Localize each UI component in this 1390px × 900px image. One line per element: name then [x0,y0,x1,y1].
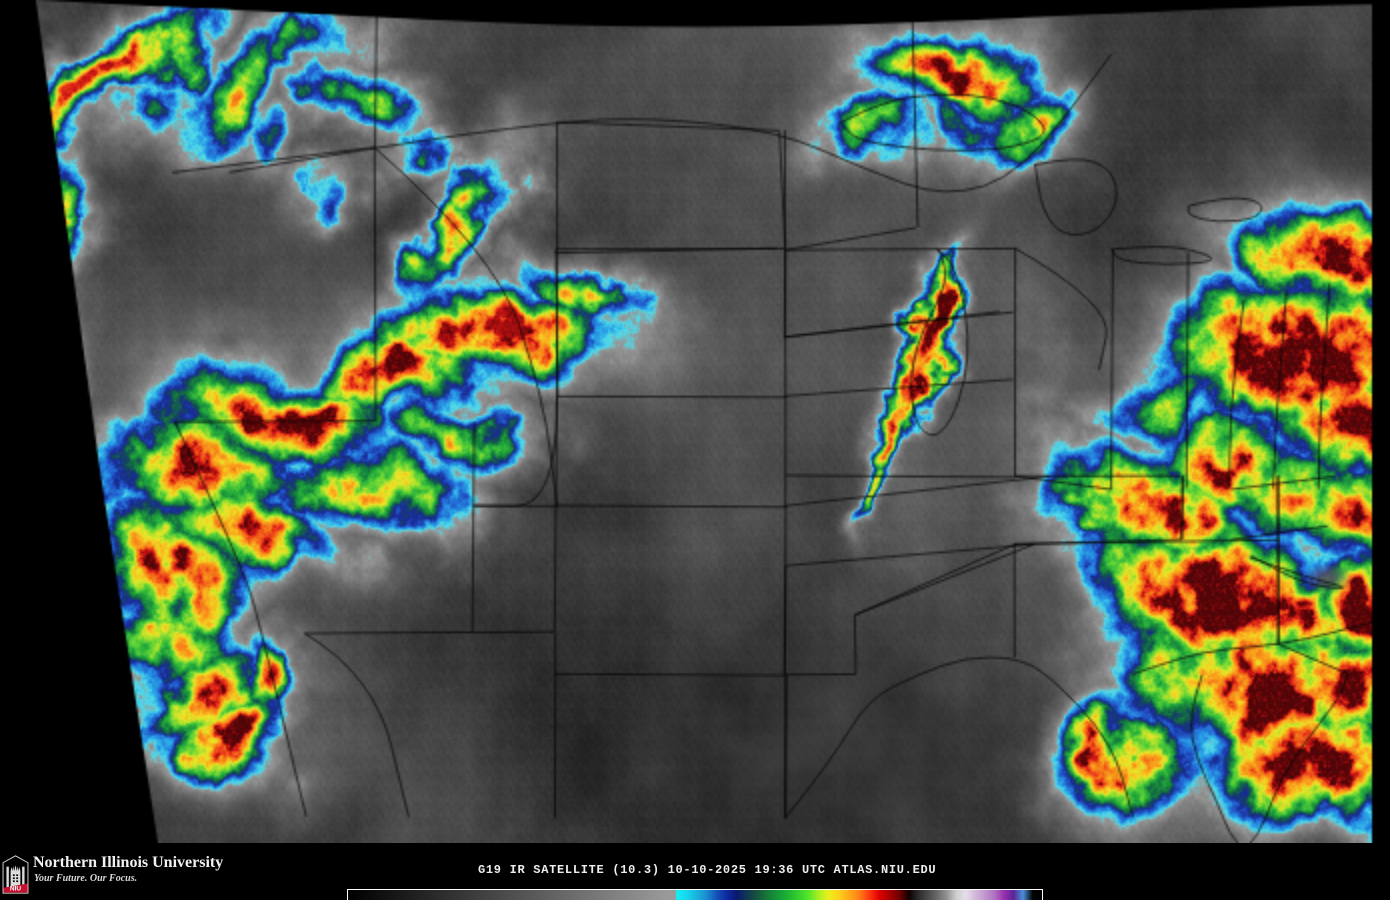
svg-text:NIU: NIU [10,886,22,893]
